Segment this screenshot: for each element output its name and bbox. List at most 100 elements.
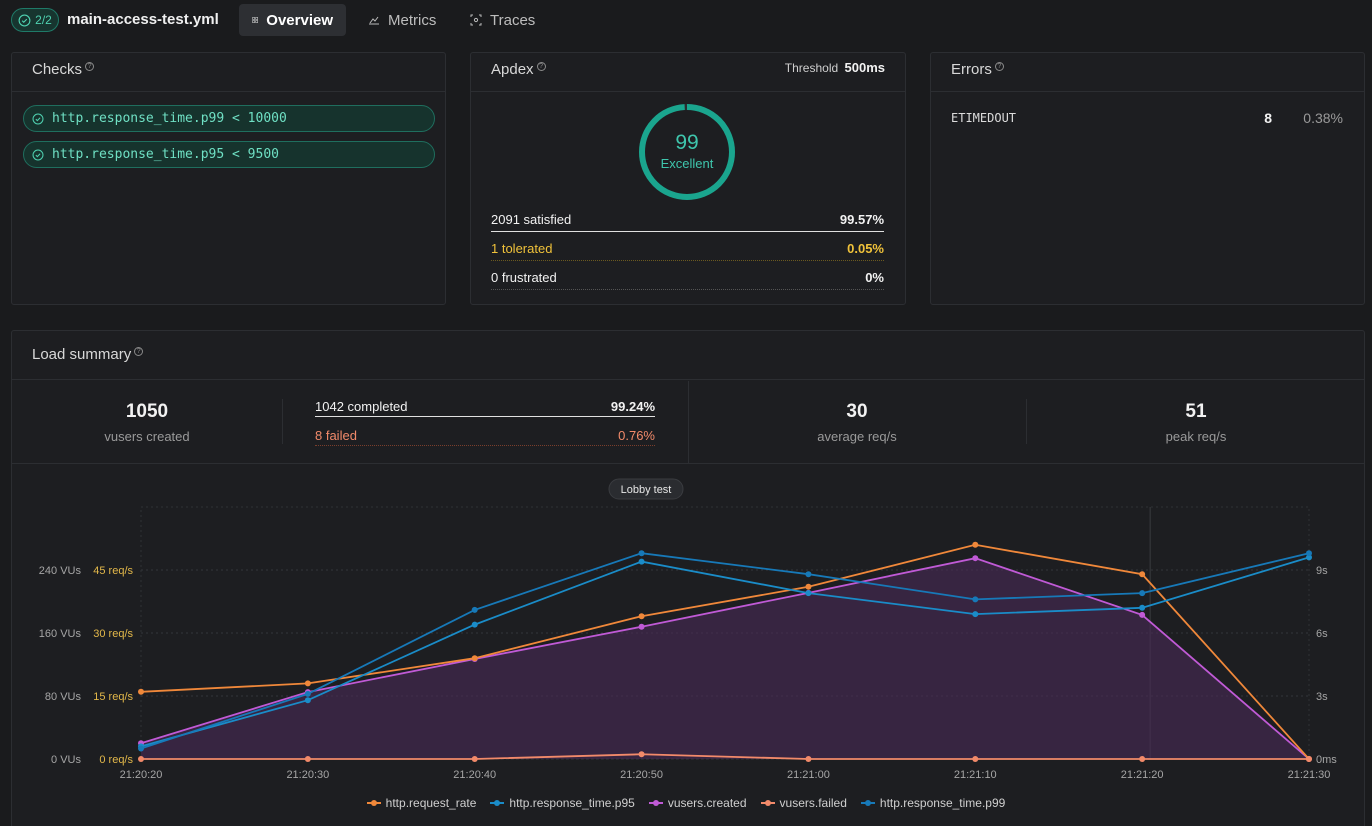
x-tick-label: 21:20:40: [453, 769, 496, 781]
threshold-value: 500ms: [844, 60, 885, 75]
average-rps-label: average req/s: [817, 429, 897, 444]
x-tick-label: 21:21:10: [954, 769, 997, 781]
load-summary-header: Load summary?: [12, 331, 1364, 380]
y-tick-rps: 45 req/s: [93, 565, 133, 577]
y-tick-ms: 6s: [1316, 628, 1328, 640]
data-point-http-request_rate: [805, 583, 812, 590]
checks-title: Checks?: [32, 61, 95, 78]
tab-metrics-label: Metrics: [388, 11, 437, 29]
failed-pct: 0.76%: [618, 428, 655, 443]
average-rps-value: 30: [846, 401, 868, 422]
annotation-bubble: [608, 478, 684, 500]
y-tick-vus: 160 VUs: [39, 628, 82, 640]
peak-rps-stat: 51 peak req/s: [1026, 401, 1364, 444]
data-point-http-response_time-p95: [304, 697, 311, 704]
load-chart[interactable]: 0 VUs 0 req/s 0ms 80 VUs 15 req/s 3s 160 VUs 30…: [0, 0, 1372, 796]
failed-row: 8 failed 0.76%: [315, 428, 655, 446]
legend-swatch: [760, 799, 775, 807]
completed-label: 1042 completed: [315, 399, 408, 414]
legend-item-vusers-created[interactable]: vusers.created: [648, 796, 747, 810]
check-text: http.response_time.p95 < 9500: [52, 147, 279, 162]
tolerated-label: 1 tolerated: [491, 241, 553, 256]
apdex-tolerated-row: 1 tolerated 0.05%: [491, 241, 884, 261]
legend-swatch: [366, 799, 381, 807]
y-tick-vus: 0 VUs: [51, 754, 81, 766]
legend-item-p95[interactable]: http.response_time.p95: [490, 796, 635, 810]
data-point-http-response_time-p99: [972, 596, 979, 603]
chart-legend: http.request_rate http.response_time.p95…: [0, 796, 1372, 810]
legend-label: vusers.created: [667, 796, 747, 810]
checks-status-badge[interactable]: 2/2: [11, 8, 59, 32]
apdex-rating: Excellent: [660, 156, 714, 171]
tab-overview-label: Overview: [266, 11, 333, 29]
error-code: ETIMEDOUT: [951, 111, 1017, 125]
data-point-vusers-failed: [805, 756, 812, 762]
peak-rps-value: 51: [1185, 401, 1207, 422]
series-line-vusers-created: [140, 557, 1310, 760]
data-point-http-response_time-p99: [1139, 590, 1146, 597]
legend-swatch: [648, 799, 663, 807]
legend-swatch: [490, 799, 505, 807]
data-point-vusers-failed: [638, 751, 645, 758]
check-circle-icon: [32, 149, 44, 161]
load-summary-title: Load summary?: [32, 346, 144, 363]
legend-item-p99[interactable]: http.response_time.p99: [860, 796, 1006, 810]
help-icon[interactable]: ?: [536, 62, 546, 71]
vusers-created-label: vusers created: [104, 429, 190, 444]
chart-area-icon: [369, 16, 379, 25]
help-icon[interactable]: ?: [134, 347, 144, 356]
checks-panel: Checks? http.response_time.p99 < 10000 h…: [11, 52, 446, 305]
failed-label: 8 failed: [315, 428, 357, 443]
data-point-http-response_time-p99: [1306, 550, 1312, 557]
data-point-http-response_time-p95: [805, 590, 812, 597]
apdex-panel-header: Apdex? Threshold 500ms: [471, 53, 905, 92]
apdex-score-ring: [639, 104, 735, 200]
data-point-http-request_rate: [1139, 571, 1146, 578]
vusers-created-value: 1050: [125, 401, 169, 422]
legend-item-request-rate[interactable]: http.request_rate: [366, 796, 476, 810]
peak-rps-label: peak req/s: [1165, 429, 1227, 444]
data-point-vusers-failed: [471, 756, 478, 762]
series-line-http-response_time-p95: [140, 556, 1310, 748]
errors-panel: Errors? ETIMEDOUT 8 0.38%: [930, 52, 1365, 305]
apdex-frustrated-row: 0 frustrated 0%: [491, 270, 884, 290]
legend-swatch: [860, 799, 875, 807]
legend-label: http.response_time.p99: [879, 796, 1006, 810]
error-count: 8: [1264, 110, 1272, 126]
data-point-http-response_time-p95: [1306, 554, 1312, 561]
legend-label: vusers.failed: [779, 796, 847, 810]
help-icon[interactable]: ?: [85, 62, 95, 71]
data-point-http-response_time-p99: [471, 606, 478, 613]
tab-overview[interactable]: Overview: [239, 4, 346, 36]
help-icon[interactable]: ?: [994, 62, 1004, 71]
y-tick-vus: 80 VUs: [45, 691, 82, 703]
vusers-created-stat: 1050 vusers created: [12, 401, 282, 444]
completed-row: 1042 completed 99.24%: [315, 399, 655, 417]
series-line-vusers-failed: [141, 753, 1309, 760]
check-item[interactable]: http.response_time.p95 < 9500: [23, 141, 435, 168]
data-point-vusers-created: [638, 623, 645, 630]
tab-traces[interactable]: Traces: [457, 4, 548, 36]
y-tick-ms: 0ms: [1316, 754, 1337, 766]
vusers-created-area: [141, 558, 1309, 759]
legend-item-vusers-failed[interactable]: vusers.failed: [760, 796, 847, 810]
data-point-vusers-failed: [1139, 756, 1146, 762]
y-tick-ms: 3s: [1316, 691, 1328, 703]
data-point-vusers-created: [972, 555, 979, 562]
apdex-threshold: Threshold 500ms: [785, 60, 885, 75]
frustrated-pct: 0%: [865, 270, 884, 285]
y-tick-rps: 15 req/s: [93, 691, 133, 703]
grid-icon: [252, 17, 259, 23]
series-line-http-response_time-p99: [140, 552, 1310, 750]
y-tick-ms: 9s: [1316, 565, 1328, 577]
check-item[interactable]: http.response_time.p99 < 10000: [23, 105, 435, 132]
data-point-http-response_time-p99: [304, 690, 311, 697]
data-point-http-request_rate: [638, 613, 645, 620]
errors-panel-header: Errors?: [931, 53, 1364, 92]
tab-metrics[interactable]: Metrics: [355, 4, 449, 36]
tolerated-pct: 0.05%: [847, 241, 884, 256]
error-pct: 0.38%: [1303, 110, 1343, 126]
check-circle-icon: [18, 14, 31, 26]
x-tick-label: 21:20:30: [286, 769, 329, 781]
apdex-panel: Apdex? Threshold 500ms 99 Excellent 2091…: [470, 52, 906, 305]
